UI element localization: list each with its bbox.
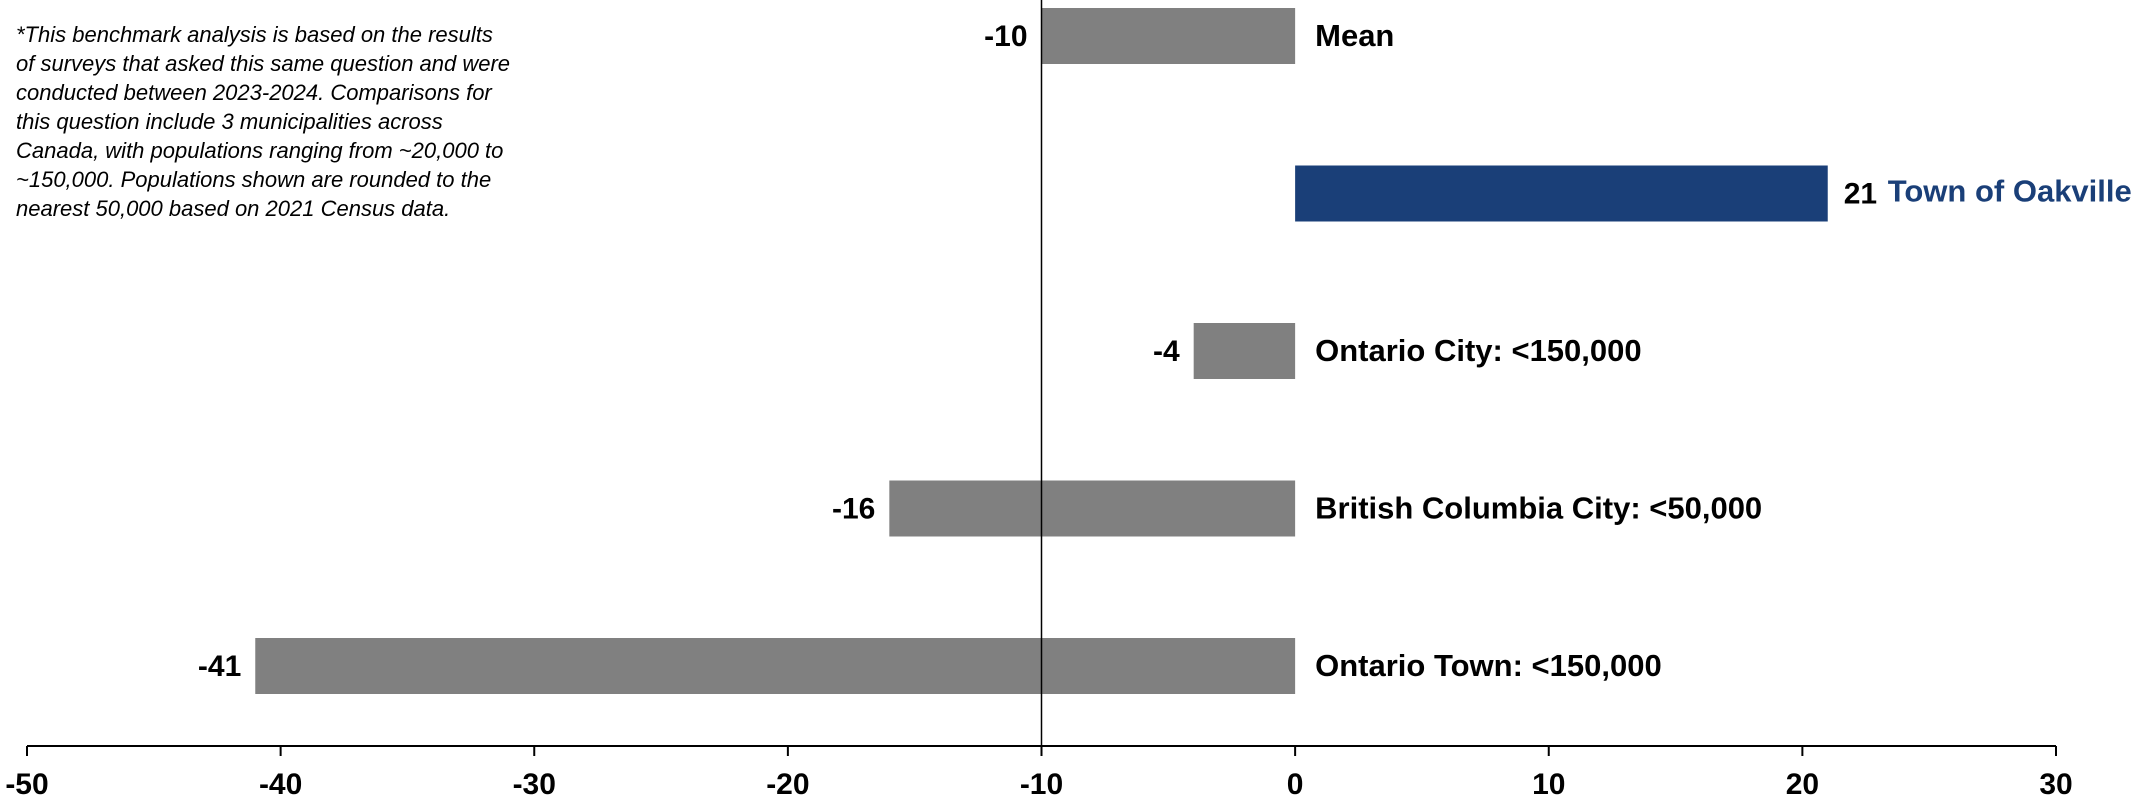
value-label-town-of-oakville: 21 (1844, 178, 1877, 211)
x-tick-label: 10 (1532, 768, 1565, 801)
x-tick-label: -30 (513, 768, 556, 801)
benchmark-footnote: *This benchmark analysis is based on the… (16, 22, 511, 221)
category-label-mean: Mean (1315, 18, 1394, 53)
x-tick-label: -40 (259, 768, 302, 801)
x-tick-label: -50 (5, 768, 48, 801)
x-tick-label: 20 (1786, 768, 1819, 801)
category-label-british-columbia-city-50-000: British Columbia City: <50,000 (1315, 491, 1762, 526)
bar-ontario-city-150-000 (1193, 323, 1296, 379)
value-label-british-columbia-city-50-000: -16 (832, 493, 875, 526)
x-tick-label: 0 (1287, 768, 1304, 801)
bars-layer (255, 8, 1828, 694)
category-label-ontario-town-150-000: Ontario Town: <150,000 (1315, 648, 1662, 683)
value-label-mean: -10 (984, 20, 1027, 53)
x-tick-label: -20 (766, 768, 809, 801)
bar-british-columbia-city-50-000 (889, 480, 1296, 537)
bar-ontario-town-150-000 (255, 638, 1296, 694)
x-axis: -50 -40 -30 -20 -10 0 10 20 30 (5, 745, 2073, 801)
value-label-ontario-city-150-000: -4 (1153, 335, 1180, 368)
x-tick-label: 30 (2039, 768, 2072, 801)
bar-mean (1041, 8, 1296, 64)
x-tick-label: -10 (1020, 768, 1063, 801)
category-label-ontario-city-150-000: Ontario City: <150,000 (1315, 333, 1642, 368)
bar-town-of-oakville (1295, 165, 1828, 222)
labels-layer: -10 Mean 21 Town of Oakville -4 Ontario City:… (198, 18, 2132, 683)
category-label-town-of-oakville: Town of Oakville (1888, 174, 2132, 209)
value-label-ontario-town-150-000: -41 (198, 650, 241, 683)
